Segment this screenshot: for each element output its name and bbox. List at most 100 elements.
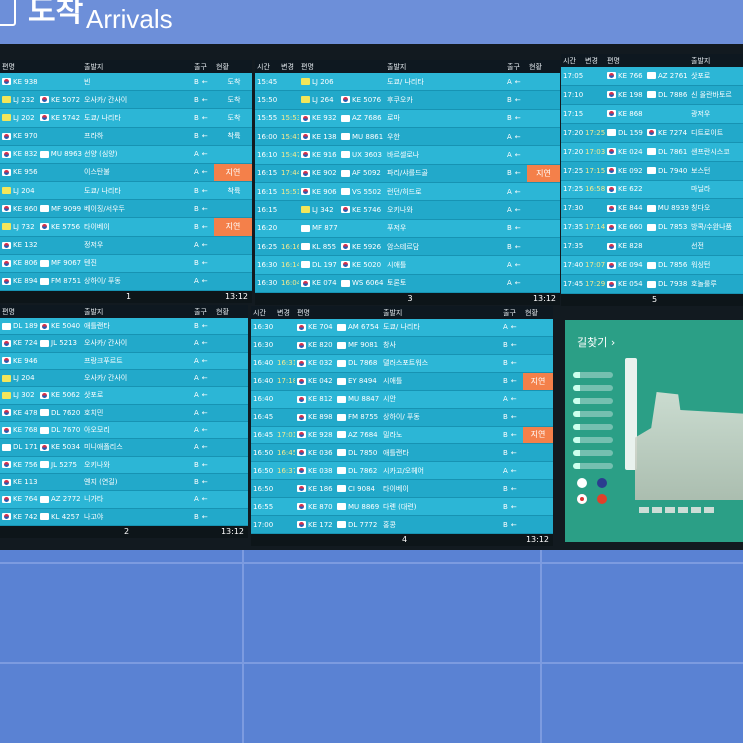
- gate-letter: A: [194, 168, 199, 177]
- gate-letter: B: [503, 484, 508, 493]
- codeshare-number: UX 3603: [352, 150, 382, 159]
- changed-time-cell: 16:37: [277, 466, 295, 475]
- flight-panel-4: 시간 변경 편명 출발지 출구 현황 16:30 KE 704 AM 6754 도쿄/ 나리타 A ←…: [251, 306, 553, 546]
- gate-letter: B: [507, 224, 512, 233]
- flag-japan-icon: [577, 494, 587, 504]
- flight-list: DL 189 KE 5040 애틀랜타 B ← KE 724 JL 5213 오사카/ 간사이…: [0, 318, 248, 526]
- wayfinding-map-panel[interactable]: 길찾기 ›: [565, 320, 743, 542]
- airline-logo-icon: [337, 395, 346, 403]
- flight-cell: KE 956: [0, 168, 38, 176]
- map-floor-strip[interactable]: [625, 358, 637, 470]
- column-header: 편명: [2, 62, 15, 71]
- airline-logo-icon: [297, 467, 306, 475]
- airline-logo-icon: [647, 148, 656, 156]
- arrow-left-icon: ←: [201, 443, 208, 452]
- gate-cell: B ←: [501, 377, 523, 385]
- codeshare-cell: JL 5275: [38, 461, 82, 469]
- airline-logo-icon: [2, 150, 11, 158]
- arrow-left-icon: ←: [201, 168, 208, 177]
- airline-logo-icon: [40, 205, 49, 213]
- gate-letter: A: [503, 395, 508, 404]
- arrow-left-icon: ←: [201, 277, 208, 286]
- gate-letter: A: [194, 241, 199, 250]
- codeshare-cell: MU 8847: [335, 395, 381, 403]
- airline-logo-icon: [40, 461, 49, 469]
- floor-selector[interactable]: [639, 507, 714, 513]
- arrow-left-icon: ←: [201, 391, 208, 400]
- flight-row: 16:40 17:18 KE 042 EY 8494 시애틀 B ← 지연: [251, 372, 553, 391]
- airline-logo-icon: [341, 96, 350, 104]
- column-header: 시간: [257, 62, 270, 71]
- arrow-left-icon: ←: [201, 132, 208, 141]
- airline-logo-icon: [40, 322, 49, 330]
- panel-footer: 1 13:12: [0, 291, 252, 303]
- flight-cell: DL 189: [0, 322, 38, 330]
- arrow-left-icon: ←: [514, 242, 521, 251]
- origin-cell: 애틀랜타: [383, 448, 409, 457]
- airline-logo-icon: [647, 261, 656, 269]
- airline-logo-icon: [337, 377, 346, 385]
- sign-korean: 도착: [28, 0, 84, 29]
- flight-cell: KE 970: [0, 132, 38, 140]
- airline-logo-icon: [40, 513, 49, 521]
- flight-number: LJ 264: [312, 95, 334, 104]
- airline-logo-icon: [301, 114, 310, 122]
- airline-logo-icon: [337, 359, 346, 367]
- flight-list: 17:05 KE 766 AZ 2761 삿포로 17:10 KE 198 DL 7886 신…: [561, 67, 743, 295]
- panel-header: 편명 출발지 출구 현황: [0, 305, 248, 318]
- flight-panel-2: 편명 출발지 출구 현황 DL 189 KE 5040 애틀랜타 B ← KE 724 JL 521…: [0, 305, 248, 538]
- flight-number: KE 928: [308, 430, 333, 439]
- arrow-left-icon: ←: [514, 187, 521, 196]
- gate-letter: A: [507, 205, 512, 214]
- origin-cell: 미니애폴리스: [84, 443, 123, 452]
- codeshare-number: DL 7862: [348, 466, 378, 475]
- arrow-left-icon: ←: [201, 512, 208, 521]
- flight-row: 17:20 17:25 DL 159 KE 7274 디트로이트: [561, 123, 743, 143]
- flight-panel-5: 시간 변경 편명 출발지 17:05 KE 766 AZ 2761 삿포로 17:10 KE 19…: [561, 54, 743, 306]
- airline-logo-icon: [2, 205, 11, 213]
- map-menu[interactable]: [573, 372, 613, 476]
- airline-logo-icon: [607, 280, 616, 288]
- language-selector[interactable]: [577, 478, 611, 504]
- airline-logo-icon: [2, 223, 11, 231]
- origin-cell: 호놀룰루: [691, 280, 717, 289]
- origin-cell: 로마: [387, 114, 400, 123]
- column-header: 시간: [253, 308, 266, 317]
- codeshare-number: KE 5062: [51, 391, 81, 400]
- flight-cell: KE 932: [299, 114, 339, 122]
- airline-logo-icon: [297, 323, 306, 331]
- chevron-right-icon[interactable]: ›: [610, 336, 616, 349]
- gate-letter: B: [194, 512, 199, 521]
- flight-number: KL 855: [312, 242, 337, 251]
- flight-number: KE 038: [308, 466, 333, 475]
- flight-row: 16:15 LJ 342 KE 5746 오키나와 A ←: [255, 201, 560, 220]
- gate-cell: B ←: [192, 223, 214, 231]
- flight-number: KE 742: [13, 512, 38, 521]
- gate-letter: A: [194, 150, 199, 159]
- gate-cell: A ←: [192, 495, 214, 503]
- codeshare-cell: MF 9067: [38, 259, 82, 267]
- column-header: 출발지: [84, 62, 104, 71]
- map-title: 길찾기 ›: [577, 336, 616, 349]
- flight-row: KE 956 이스탄불 A ← 지연: [0, 163, 252, 183]
- flight-cell: KE 916: [299, 151, 339, 159]
- gate-cell: A ←: [505, 206, 527, 214]
- changed-time-cell: 17:03: [585, 147, 605, 156]
- flight-row: KE 970 프라하 B ← 착륙: [0, 127, 252, 146]
- flight-number: KE 138: [312, 132, 337, 141]
- gate-letter: B: [507, 114, 512, 123]
- airline-logo-icon: [337, 413, 346, 421]
- flight-cell: KE 622: [605, 185, 645, 193]
- gate-cell: B ←: [192, 513, 214, 521]
- flight-cell: KE 138: [299, 133, 339, 141]
- flight-cell: KE 704: [295, 323, 335, 331]
- flight-row: 17:20 17:03 KE 024 DL 7861 샌프란시스코: [561, 142, 743, 162]
- codeshare-cell: KE 5926: [339, 243, 385, 251]
- flight-row: KE 806 MF 9067 텐진 B ←: [0, 254, 252, 273]
- column-header: 출발지: [387, 62, 407, 71]
- flight-row: 16:20 MF 877 푸저우 B ←: [255, 219, 560, 238]
- flight-row: 16:15 15:51 KE 906 VS 5502 런던/히드로 A ←: [255, 182, 560, 202]
- terminal-map[interactable]: [635, 392, 743, 500]
- codeshare-cell: KE 5742: [38, 114, 82, 122]
- origin-cell: 방콕/수완나품: [691, 223, 732, 232]
